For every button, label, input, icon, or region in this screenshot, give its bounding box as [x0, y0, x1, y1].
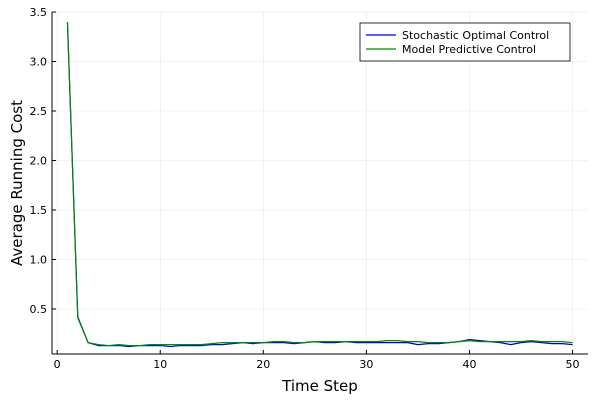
axes [51, 12, 588, 355]
series-line-model-predictive-control [66, 21, 573, 347]
y-tick-label: 1.5 [30, 204, 48, 217]
y-tick-label: 1.0 [30, 253, 48, 266]
legend: Stochastic Optimal Control Model Predict… [359, 22, 571, 62]
y-tick-label: 3.5 [30, 6, 48, 19]
legend-entry-stochastic-optimal-control: Stochastic Optimal Control [402, 29, 549, 42]
y-tick-label: 2.0 [30, 154, 48, 167]
legend-entry-model-predictive-control: Model Predictive Control [402, 43, 536, 56]
y-tick-label: 3.0 [30, 55, 48, 68]
y-tick-label: 2.5 [30, 105, 48, 118]
series [66, 21, 573, 348]
ticks: 0 10 20 30 40 50 0.5 1.0 1.5 2.0 2.5 3.0 3.5 [30, 6, 580, 371]
y-tick-label: 0.5 [30, 303, 48, 316]
grid [52, 11, 588, 354]
x-tick-label: 30 [359, 358, 373, 371]
x-axis-title: Time Step [281, 377, 358, 395]
x-tick-label: 40 [462, 358, 476, 371]
series-line-stochastic-optimal-control [66, 22, 573, 348]
x-tick-label: 20 [256, 358, 270, 371]
x-tick-label: 50 [566, 358, 580, 371]
y-axis-title: Average Running Cost [8, 100, 26, 266]
legend-box [359, 22, 571, 62]
x-tick-label: 10 [153, 358, 167, 371]
x-tick-label: 0 [54, 358, 61, 371]
